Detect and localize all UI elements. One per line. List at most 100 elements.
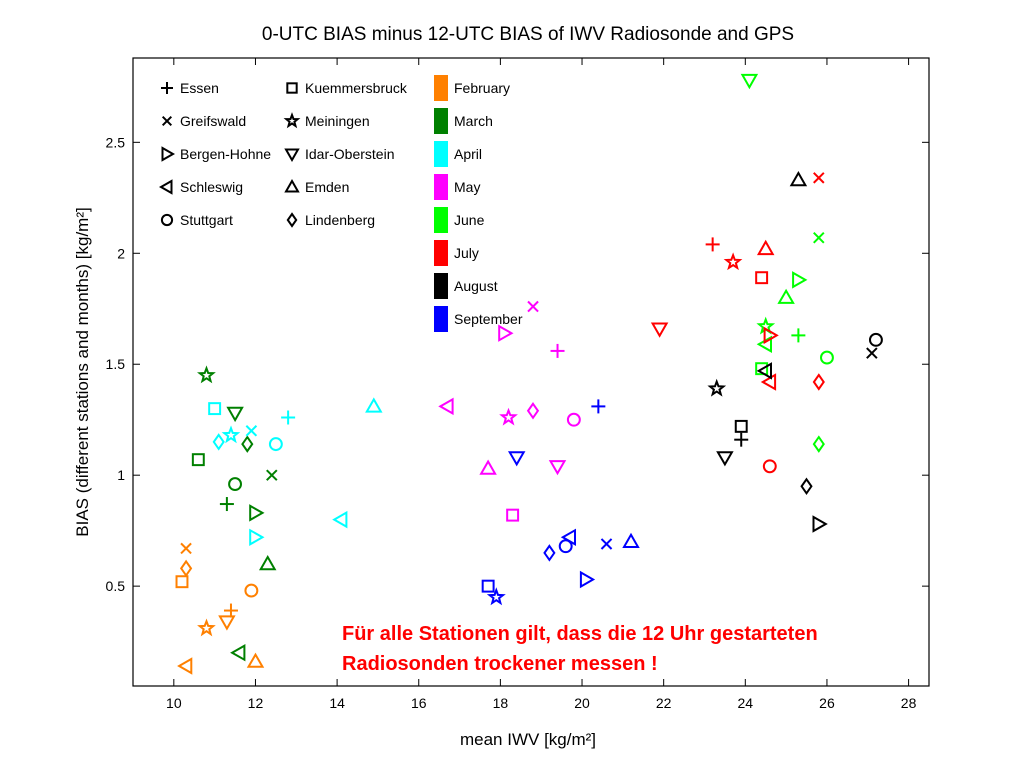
legend-marker-lindenberg: [286, 212, 298, 228]
point-kuemmersbruck-september: [481, 579, 495, 593]
legend-marker-essen: [161, 82, 173, 94]
legend-label-kuemmersbruck: Kuemmersbruck: [305, 80, 408, 96]
point-stuttgart-may: [566, 412, 581, 427]
point-kuemmersbruck-april: [208, 402, 222, 416]
y-tick-label: 0.5: [106, 578, 126, 594]
y-axis-label: BIAS (different stations and months) [kg…: [73, 207, 92, 536]
point-bergen-hohne-august: [812, 515, 828, 533]
legend-label-july: July: [454, 245, 479, 261]
legend-label-april: April: [454, 146, 482, 162]
axis-ticks: 10 12 14 16 18 20 22 24 26 28 0.5 1 1.5 2 2.5: [106, 58, 929, 711]
point-greifswald-june: [813, 231, 825, 244]
legend-label-lindenberg: Lindenberg: [305, 212, 375, 228]
y-tick-label: 2.5: [106, 134, 126, 150]
legend-marker-meiningen: [283, 112, 301, 129]
legend-swatch-march: [434, 108, 448, 134]
point-meiningen-may: [499, 407, 518, 426]
point-bergen-hohne-may: [498, 324, 514, 342]
point-idar-oberstein-september: [507, 451, 526, 467]
x-tick-label: 22: [656, 695, 672, 711]
point-schleswig-april: [332, 510, 348, 529]
point-lindenberg-june: [812, 435, 825, 453]
x-tick-label: 10: [166, 695, 182, 711]
x-tick-label: 12: [248, 695, 264, 711]
point-kuemmersbruck-june: [755, 362, 769, 376]
point-bergen-hohne-march: [249, 504, 265, 522]
legend-label-may: May: [454, 179, 480, 195]
point-essen-april: [281, 410, 296, 425]
legend-swatch-february: [434, 75, 448, 101]
point-stuttgart-august: [868, 332, 883, 347]
point-schleswig-march: [230, 643, 246, 662]
legend-marker-greifswald: [161, 115, 173, 127]
point-greifswald-july: [813, 172, 825, 184]
x-tick-label: 20: [574, 695, 590, 711]
data-points: [175, 73, 883, 675]
point-essen-february: [223, 603, 238, 618]
plot-frame: [132, 57, 930, 687]
point-emden-august: [789, 170, 808, 187]
legend-swatch-june: [434, 207, 448, 233]
point-stuttgart-june: [819, 350, 834, 365]
point-stuttgart-april: [268, 437, 283, 452]
point-greifswald-august: [866, 347, 878, 359]
point-stuttgart-july: [762, 459, 777, 474]
legend-swatch-august: [434, 273, 448, 299]
point-schleswig-july: [760, 373, 777, 391]
point-lindenberg-march: [241, 435, 254, 453]
x-tick-label: 14: [329, 695, 345, 711]
point-schleswig-may: [438, 397, 454, 416]
point-kuemmersbruck-march: [191, 453, 205, 467]
x-axis-label: mean IWV [kg/m²]: [460, 730, 596, 749]
legend-marker-idar-oberstein: [284, 148, 300, 163]
point-idar-oberstein-june: [740, 73, 759, 90]
legend-label-august: August: [454, 278, 498, 294]
legend-label-essen: Essen: [180, 80, 219, 96]
legend-marker-emden: [284, 178, 300, 193]
point-bergen-hohne-july: [763, 326, 779, 345]
point-lindenberg-august: [800, 477, 813, 496]
legend-label-june: June: [454, 212, 485, 228]
point-essen-september: [591, 399, 606, 414]
point-bergen-hohne-april: [249, 528, 265, 547]
point-emden-march: [258, 554, 277, 571]
legend-swatch-july: [434, 240, 448, 266]
point-idar-oberstein-february: [218, 615, 236, 631]
point-stuttgart-september: [558, 539, 573, 554]
legend-label-greifswald: Greifswald: [180, 113, 246, 129]
point-greifswald-march: [266, 469, 278, 481]
annotation-line-2: Radiosonden trockener messen !: [342, 653, 658, 675]
point-bergen-hohne-june: [792, 271, 808, 289]
x-tick-label: 26: [819, 695, 835, 711]
legend-marker-kuemmersbruck: [286, 82, 298, 94]
legend-label-stuttgart: Stuttgart: [180, 212, 233, 228]
point-lindenberg-april: [212, 433, 225, 451]
point-greifswald-february: [180, 542, 192, 555]
legend: Essen Greifswald Bergen-Hohne Schleswig Stut…: [158, 75, 523, 332]
point-emden-september: [622, 532, 640, 548]
point-meiningen-september: [486, 587, 506, 606]
point-schleswig-september: [560, 528, 576, 547]
point-meiningen-april: [221, 425, 241, 444]
y-tick-label: 1: [117, 467, 125, 483]
point-kuemmersbruck-august: [734, 419, 748, 433]
legend-label-meiningen: Meiningen: [305, 113, 370, 129]
point-greifswald-april: [245, 425, 258, 437]
x-tick-label: 24: [738, 695, 754, 711]
point-emden-february: [246, 652, 265, 668]
legend-label-bergen-hohne: Bergen-Hohne: [180, 146, 271, 162]
point-emden-april: [365, 397, 383, 413]
point-idar-oberstein-may: [548, 460, 567, 476]
x-tick-label: 18: [493, 695, 509, 711]
point-stuttgart-february: [244, 583, 259, 598]
point-stuttgart-march: [228, 477, 243, 492]
point-kuemmersbruck-july: [755, 271, 769, 285]
point-schleswig-august: [756, 362, 772, 380]
y-tick-label: 2: [117, 245, 125, 261]
legend-marker-schleswig: [158, 179, 173, 195]
point-lindenberg-july: [812, 373, 825, 391]
point-meiningen-june: [756, 316, 776, 335]
legend-label-idar-oberstein: Idar-Oberstein: [305, 146, 394, 162]
point-essen-june: [791, 328, 806, 343]
